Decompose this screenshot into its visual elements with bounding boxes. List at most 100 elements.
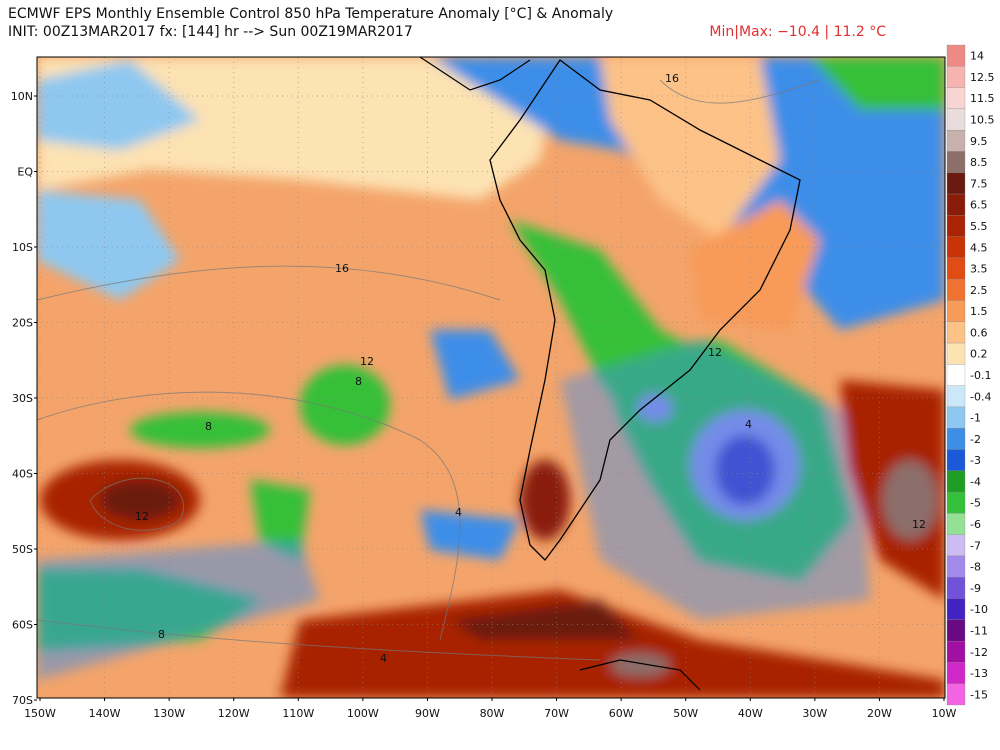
lat-label: 10N — [11, 90, 33, 103]
colorbar-swatch — [946, 491, 966, 514]
colorbar-swatch — [946, 598, 966, 620]
colorbar-swatch — [946, 44, 966, 67]
lat-label: 30S — [12, 392, 33, 405]
lon-label: 30W — [802, 707, 827, 720]
colorbar-label: 7.5 — [970, 177, 988, 190]
colorbar-swatch — [946, 513, 966, 535]
colorbar-label: -4 — [970, 475, 981, 488]
colorbar-swatch — [946, 193, 966, 216]
contour-label: 16 — [665, 72, 679, 85]
graticule — [37, 57, 945, 698]
colorbar-swatch — [946, 534, 966, 557]
colorbar-label: 9.5 — [970, 135, 988, 148]
colorbar-label: -5 — [970, 497, 981, 510]
contour-label: 12 — [708, 346, 722, 359]
contour-label: 12 — [135, 510, 149, 523]
lat-label: 40S — [12, 468, 33, 481]
contour-label: 16 — [335, 262, 349, 275]
lon-label: 60W — [609, 707, 634, 720]
lon-label: 80W — [480, 707, 505, 720]
colorbar-swatch — [946, 321, 966, 344]
colorbar: 14 12.5 11.5 10.5 9.5 8.5 7.5 6.5 5.5 4.5 3.5 2.5 1.… — [946, 44, 995, 706]
map-field — [37, 57, 945, 698]
colorbar-swatch — [946, 300, 966, 322]
contour-label: 8 — [355, 375, 362, 388]
colorbar-swatch — [946, 66, 966, 88]
colorbar-label: -3 — [970, 454, 981, 467]
lat-label: 60S — [12, 619, 33, 632]
colorbar-swatch — [946, 108, 966, 131]
colorbar-swatch — [946, 151, 966, 173]
colorbar-label: -6 — [970, 518, 981, 531]
colorbar-label: 0.6 — [970, 326, 988, 339]
lon-label: 130W — [153, 707, 185, 720]
contour-label: 12 — [912, 518, 926, 531]
colorbar-swatch — [946, 130, 966, 152]
colorbar-label: -12 — [970, 646, 988, 659]
colorbar-swatch — [946, 428, 966, 450]
colorbar-label: -0.4 — [970, 390, 991, 403]
colorbar-swatch — [946, 683, 966, 706]
antarctic-peninsula — [579, 659, 701, 691]
lon-label: 70W — [544, 707, 569, 720]
lat-label: 50S — [12, 543, 33, 556]
lon-label: 100W — [347, 707, 379, 720]
colorbar-swatch — [946, 577, 966, 599]
south-america-outline — [489, 59, 801, 561]
colorbar-label: -1 — [970, 412, 981, 425]
colorbar-label: 1.5 — [970, 305, 988, 318]
colorbar-label: 8.5 — [970, 156, 988, 169]
contour-label: 4 — [455, 506, 462, 519]
lat-label: 10S — [12, 241, 33, 254]
colorbar-swatch — [946, 555, 966, 578]
colorbar-label: -13 — [970, 667, 988, 680]
colorbar-label: 10.5 — [970, 114, 995, 127]
colorbar-swatch — [946, 215, 966, 237]
lon-label: 120W — [218, 707, 250, 720]
colorbar-label: 5.5 — [970, 220, 988, 233]
contour-label: 4 — [380, 652, 387, 665]
contour-label: 4 — [745, 418, 752, 431]
lon-label: 150W — [24, 707, 56, 720]
colorbar-label: -9 — [970, 582, 981, 595]
colorbar-swatch — [946, 619, 966, 642]
colorbar-label: 14 — [970, 50, 984, 63]
lat-label: 20S — [12, 317, 33, 330]
colorbar-swatch — [946, 236, 966, 259]
lat-label: EQ — [17, 166, 33, 179]
colorbar-swatch — [946, 87, 966, 110]
init-line: INIT: 00Z13MAR2017 fx: [144] hr --> Sun … — [8, 24, 413, 40]
colorbar-swatch — [946, 172, 966, 195]
colorbar-label: -8 — [970, 561, 981, 574]
colorbar-swatch — [946, 662, 966, 684]
colorbar-label: -11 — [970, 624, 988, 637]
lon-label: 10W — [932, 707, 957, 720]
colorbar-swatch — [946, 342, 966, 365]
colorbar-label: 6.5 — [970, 199, 988, 212]
lon-label: 40W — [738, 707, 763, 720]
colorbar-label: -15 — [970, 688, 988, 701]
colorbar-swatch — [946, 470, 966, 493]
lon-label: 140W — [89, 707, 121, 720]
lon-label: 20W — [867, 707, 892, 720]
colorbar-swatch — [946, 385, 966, 408]
colorbar-label: 12.5 — [970, 71, 995, 84]
contours — [37, 79, 821, 661]
colorbar-label: -10 — [970, 603, 988, 616]
colorbar-label: -0.1 — [970, 369, 991, 382]
colorbar-swatch — [946, 257, 966, 280]
lon-label: 110W — [282, 707, 314, 720]
colorbar-label: -2 — [970, 433, 981, 446]
colorbar-label: 2.5 — [970, 284, 988, 297]
field-blobs — [37, 57, 945, 698]
contour-label: 8 — [158, 628, 165, 641]
lat-label: 70S — [12, 694, 33, 707]
colorbar-label: 3.5 — [970, 263, 988, 276]
colorbar-label: 11.5 — [970, 92, 995, 105]
colorbar-label: 0.2 — [970, 348, 988, 361]
colorbar-swatch — [946, 406, 966, 429]
lon-label: 50W — [673, 707, 698, 720]
